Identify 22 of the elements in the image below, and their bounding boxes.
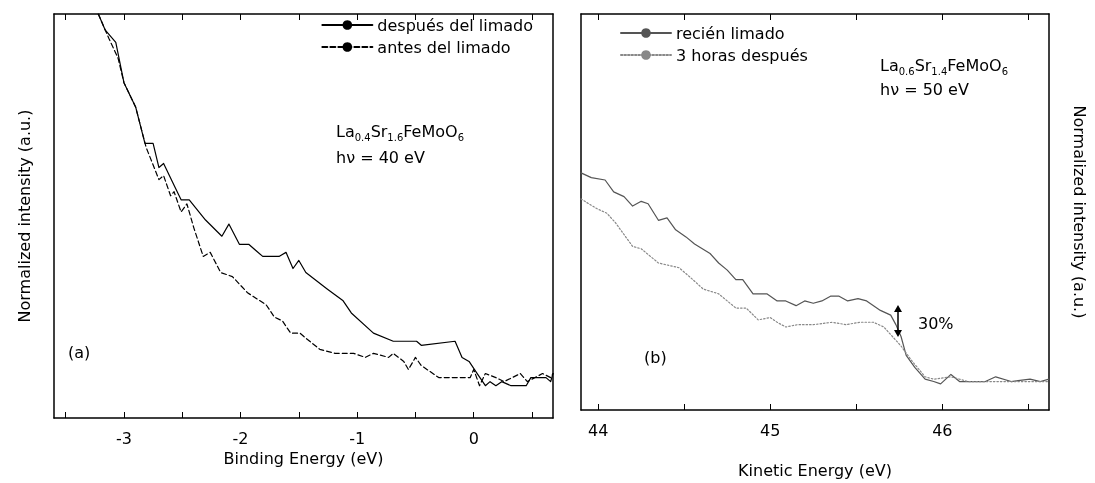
text: La$_{0.6}$Sr$_{1.4}$FeMoO$_{6}$ xyxy=(880,56,1008,78)
legend-label: 3 horas después xyxy=(676,45,808,65)
x-tick-label: 0 xyxy=(468,428,479,448)
legend-label: antes del limado xyxy=(377,37,511,57)
y-axis-title: Normalized intensity (a.u.) xyxy=(14,109,34,323)
x-axis-title: Kinetic Energy (eV) xyxy=(738,460,892,480)
x-tick-label: -1 xyxy=(349,428,366,448)
annotation: (b) xyxy=(644,348,667,368)
annotation: hν = 40 eV xyxy=(336,148,425,168)
x-tick-label: -3 xyxy=(115,428,132,448)
annotation: (a) xyxy=(68,343,91,363)
annotation: La$_{0.4}$Sr$_{1.6}$FeMoO$_{6}$ xyxy=(336,122,464,146)
x-tick-label: 45 xyxy=(760,420,781,440)
x-tick-label: 44 xyxy=(588,420,609,440)
x-axis-title: Binding Energy (eV) xyxy=(223,449,384,469)
x-tick-label: 46 xyxy=(932,420,953,440)
text: hν = 50 eV xyxy=(880,80,969,100)
annotation: 30% xyxy=(918,314,954,334)
legend-label: después del limado xyxy=(377,15,533,35)
y2-axis-title: Normalized intensity (a.u.) xyxy=(1069,105,1089,319)
legend-label: recién limado xyxy=(676,23,785,43)
x-tick-label: -2 xyxy=(232,428,249,448)
